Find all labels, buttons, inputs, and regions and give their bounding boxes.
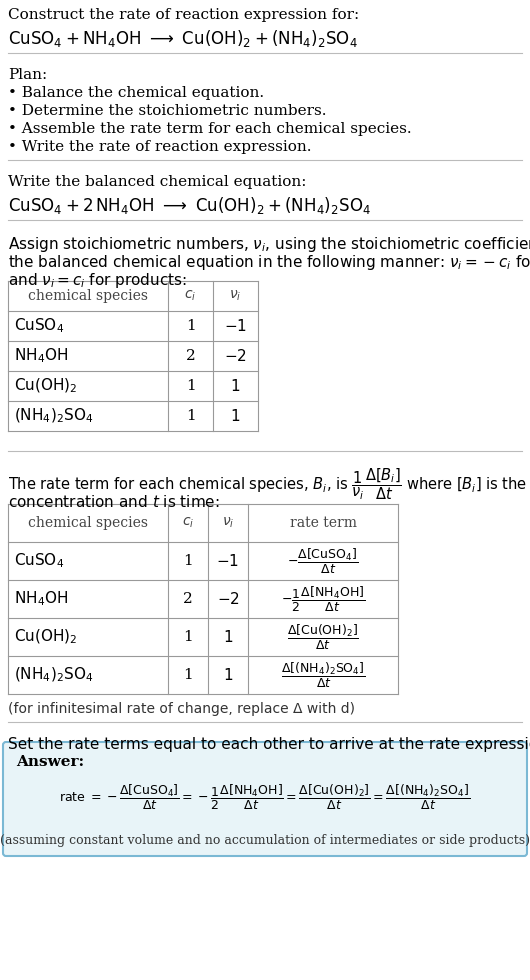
Text: $\mathrm{CuSO_4}$: $\mathrm{CuSO_4}$ <box>14 317 64 335</box>
Text: $-1$: $-1$ <box>224 318 247 334</box>
Text: $\mathrm{CuSO_4}$: $\mathrm{CuSO_4}$ <box>14 552 64 570</box>
Text: 2: 2 <box>186 349 196 363</box>
Text: The rate term for each chemical species, $B_i$, is $\dfrac{1}{\nu_i}\dfrac{\Delt: The rate term for each chemical species,… <box>8 466 530 502</box>
Text: Write the balanced chemical equation:: Write the balanced chemical equation: <box>8 175 306 189</box>
Text: (for infinitesimal rate of change, replace Δ with d): (for infinitesimal rate of change, repla… <box>8 702 355 716</box>
Text: $\mathrm{CuSO_4 + NH_4OH\ \longrightarrow\ Cu(OH)_2 + (NH_4)_2SO_4}$: $\mathrm{CuSO_4 + NH_4OH\ \longrightarro… <box>8 28 358 49</box>
Text: $-\dfrac{\Delta[\mathrm{CuSO_4}]}{\Delta t}$: $-\dfrac{\Delta[\mathrm{CuSO_4}]}{\Delta… <box>287 547 359 575</box>
Text: 1: 1 <box>186 409 196 423</box>
Text: $1$: $1$ <box>231 378 241 394</box>
Text: $-1$: $-1$ <box>216 553 240 569</box>
Text: $c_i$: $c_i$ <box>184 289 197 303</box>
Text: • Write the rate of reaction expression.: • Write the rate of reaction expression. <box>8 140 312 154</box>
Text: $\mathrm{NH_4OH}$: $\mathrm{NH_4OH}$ <box>14 347 68 366</box>
Text: $\mathrm{(NH_4)_2SO_4}$: $\mathrm{(NH_4)_2SO_4}$ <box>14 665 93 684</box>
Text: Plan:: Plan: <box>8 68 47 82</box>
Text: Set the rate terms equal to each other to arrive at the rate expression:: Set the rate terms equal to each other t… <box>8 737 530 752</box>
Text: 1: 1 <box>186 319 196 333</box>
Text: $1$: $1$ <box>231 408 241 424</box>
Text: • Balance the chemical equation.: • Balance the chemical equation. <box>8 86 264 100</box>
Text: $\mathrm{NH_4OH}$: $\mathrm{NH_4OH}$ <box>14 590 68 609</box>
FancyBboxPatch shape <box>3 742 527 856</box>
Text: (assuming constant volume and no accumulation of intermediates or side products): (assuming constant volume and no accumul… <box>0 834 530 847</box>
Text: $\nu_i$: $\nu_i$ <box>229 289 242 303</box>
Text: 1: 1 <box>183 668 193 682</box>
Text: $\mathrm{Cu(OH)_2}$: $\mathrm{Cu(OH)_2}$ <box>14 376 77 395</box>
Text: 2: 2 <box>183 592 193 606</box>
Text: $-2$: $-2$ <box>217 591 240 607</box>
Text: rate term: rate term <box>289 516 357 530</box>
Text: rate $= -\dfrac{\Delta[\mathrm{CuSO_4}]}{\Delta t}= -\dfrac{1}{2}\dfrac{\Delta[\: rate $= -\dfrac{\Delta[\mathrm{CuSO_4}]}… <box>59 782 471 811</box>
Text: concentration and $t$ is time:: concentration and $t$ is time: <box>8 494 220 510</box>
Text: • Determine the stoichiometric numbers.: • Determine the stoichiometric numbers. <box>8 104 326 118</box>
Text: $\dfrac{\Delta[(\mathrm{NH_4})_2\mathrm{SO_4}]}{\Delta t}$: $\dfrac{\Delta[(\mathrm{NH_4})_2\mathrm{… <box>281 661 365 690</box>
Text: 1: 1 <box>186 379 196 393</box>
Text: the balanced chemical equation in the following manner: $\nu_i = -c_i$ for react: the balanced chemical equation in the fo… <box>8 253 530 272</box>
Text: 1: 1 <box>183 630 193 644</box>
Text: $\nu_i$: $\nu_i$ <box>222 515 234 530</box>
Text: • Assemble the rate term for each chemical species.: • Assemble the rate term for each chemic… <box>8 122 412 136</box>
Text: 1: 1 <box>183 554 193 568</box>
Text: $\dfrac{\Delta[\mathrm{Cu(OH)_2}]}{\Delta t}$: $\dfrac{\Delta[\mathrm{Cu(OH)_2}]}{\Delt… <box>287 622 359 652</box>
Text: $c_i$: $c_i$ <box>182 515 194 530</box>
Text: $1$: $1$ <box>223 629 233 645</box>
Text: $\mathrm{CuSO_4 + 2\,NH_4OH\ \longrightarrow\ Cu(OH)_2 + (NH_4)_2SO_4}$: $\mathrm{CuSO_4 + 2\,NH_4OH\ \longrighta… <box>8 195 371 216</box>
Text: $-2$: $-2$ <box>224 348 247 364</box>
Text: and $\nu_i = c_i$ for products:: and $\nu_i = c_i$ for products: <box>8 271 187 290</box>
Text: chemical species: chemical species <box>28 289 148 303</box>
Text: $1$: $1$ <box>223 667 233 683</box>
Text: $\mathrm{(NH_4)_2SO_4}$: $\mathrm{(NH_4)_2SO_4}$ <box>14 407 93 425</box>
Text: Assign stoichiometric numbers, $\nu_i$, using the stoichiometric coefficients, $: Assign stoichiometric numbers, $\nu_i$, … <box>8 235 530 254</box>
Text: chemical species: chemical species <box>28 516 148 530</box>
Text: Answer:: Answer: <box>16 755 84 769</box>
Text: $\mathrm{Cu(OH)_2}$: $\mathrm{Cu(OH)_2}$ <box>14 628 77 646</box>
Text: Construct the rate of reaction expression for:: Construct the rate of reaction expressio… <box>8 8 359 22</box>
Text: $-\dfrac{1}{2}\dfrac{\Delta[\mathrm{NH_4OH}]}{\Delta t}$: $-\dfrac{1}{2}\dfrac{\Delta[\mathrm{NH_4… <box>281 584 365 613</box>
